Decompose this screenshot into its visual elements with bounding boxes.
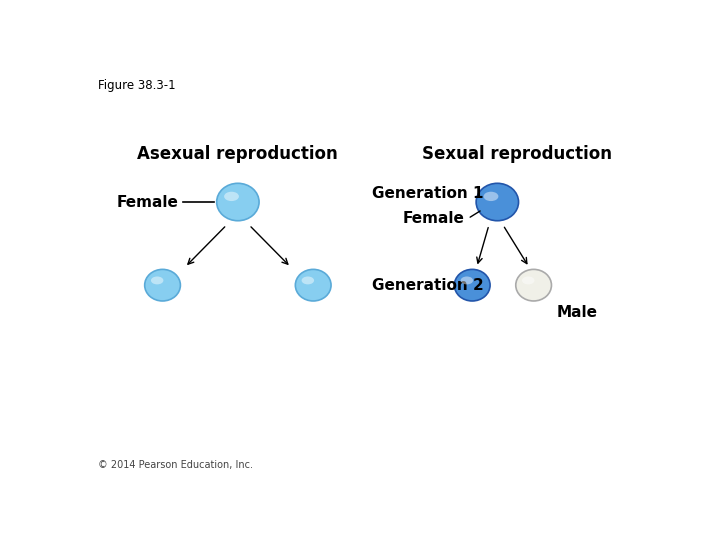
Text: Generation 1: Generation 1 (372, 186, 483, 201)
Ellipse shape (295, 269, 331, 301)
Text: Figure 38.3-1: Figure 38.3-1 (99, 79, 176, 92)
Ellipse shape (217, 183, 259, 221)
Text: Sexual reproduction: Sexual reproduction (422, 145, 612, 163)
Ellipse shape (302, 276, 314, 285)
Text: Male: Male (557, 305, 598, 320)
Ellipse shape (522, 276, 534, 285)
Ellipse shape (454, 269, 490, 301)
Ellipse shape (461, 276, 473, 285)
Ellipse shape (151, 276, 163, 285)
Text: © 2014 Pearson Education, Inc.: © 2014 Pearson Education, Inc. (99, 460, 253, 470)
Ellipse shape (145, 269, 181, 301)
Ellipse shape (476, 183, 518, 221)
Ellipse shape (484, 192, 498, 201)
Text: Female: Female (117, 194, 179, 210)
Text: Female: Female (403, 211, 465, 226)
Text: Generation 2: Generation 2 (372, 278, 484, 293)
Ellipse shape (516, 269, 552, 301)
Text: Asexual reproduction: Asexual reproduction (138, 145, 338, 163)
Ellipse shape (224, 192, 239, 201)
